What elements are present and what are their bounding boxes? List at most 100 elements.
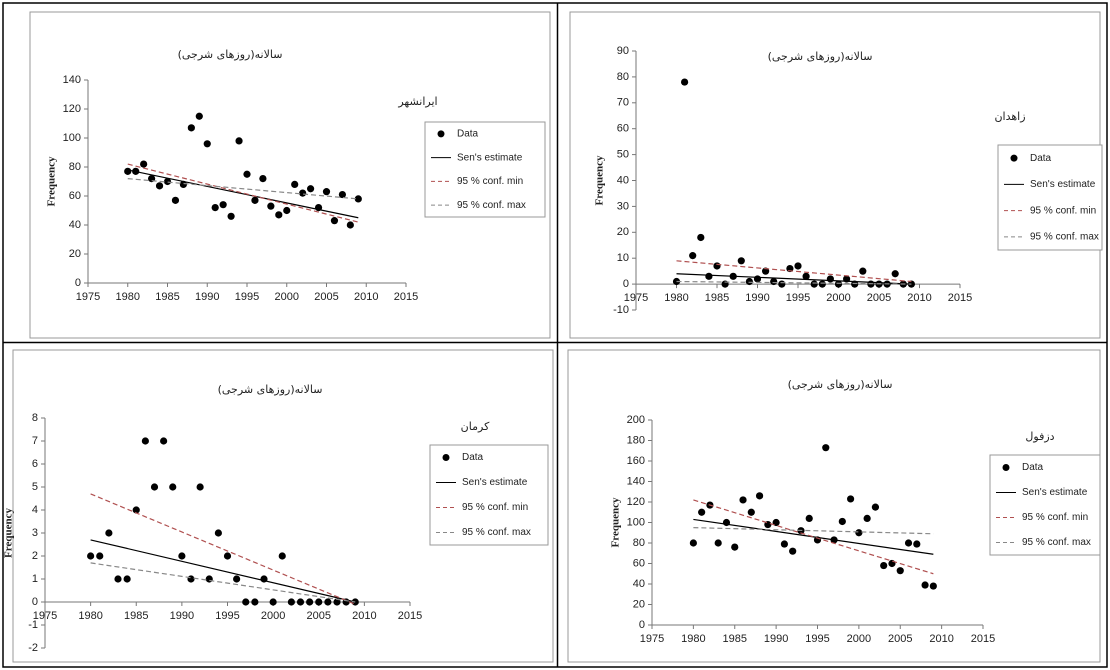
trend-line xyxy=(90,562,356,603)
data-point xyxy=(233,575,241,583)
data-point xyxy=(681,78,689,86)
x-tick-label: 2000 xyxy=(275,291,299,303)
legend-label: Data xyxy=(457,129,479,140)
data-point xyxy=(211,204,219,212)
y-tick-label: 90 xyxy=(617,45,629,57)
legend-label: 95 % conf. min xyxy=(1022,512,1088,523)
data-point xyxy=(789,547,797,555)
y-tick-label: 70 xyxy=(617,97,629,109)
data-point xyxy=(896,567,904,575)
y-tick-label: 8 xyxy=(32,412,38,424)
data-point xyxy=(689,539,697,547)
legend-label: 95 % conf. max xyxy=(462,527,531,538)
x-tick-label: 1990 xyxy=(195,291,219,303)
y-tick-label: 80 xyxy=(69,161,81,173)
trend-line xyxy=(676,273,912,285)
data-point xyxy=(315,598,323,606)
trend-line xyxy=(693,499,934,575)
data-point xyxy=(880,561,888,570)
data-point xyxy=(296,598,305,606)
x-tick-label: 1980 xyxy=(664,292,688,304)
y-tick-label: 6 xyxy=(32,458,38,470)
data-point xyxy=(227,212,235,220)
legend-marker xyxy=(1002,464,1010,471)
x-tick-label: 2015 xyxy=(948,292,972,304)
legend-label: Sen's estimate xyxy=(1030,179,1096,190)
data-point xyxy=(171,196,180,204)
data-point xyxy=(123,575,131,583)
x-tick-label: 1975 xyxy=(33,610,57,622)
data-point xyxy=(287,598,295,606)
data-point xyxy=(322,188,331,196)
station-name: زاهدان xyxy=(994,110,1025,123)
trend-line xyxy=(693,527,934,535)
data-point xyxy=(155,182,164,190)
y-tick-label: 1 xyxy=(32,573,38,585)
y-tick-label: 40 xyxy=(633,578,645,590)
x-tick-label: 1990 xyxy=(764,633,788,645)
data-point xyxy=(160,437,168,445)
chart-title: سالانه(روزهای شرجی) xyxy=(788,378,893,391)
data-point xyxy=(794,262,802,270)
data-point xyxy=(753,275,762,283)
y-tick-label: -1 xyxy=(28,619,38,631)
data-point xyxy=(179,180,187,188)
station-name: دزفول xyxy=(1025,430,1054,443)
data-point xyxy=(269,598,277,606)
y-tick-label: -2 xyxy=(28,642,38,654)
data-point xyxy=(838,517,846,526)
legend-marker xyxy=(437,130,445,138)
trend-line xyxy=(676,260,912,283)
y-tick-label: 80 xyxy=(617,71,629,83)
y-tick-label: 4 xyxy=(32,504,38,516)
legend-label: Data xyxy=(462,452,484,463)
data-point xyxy=(105,529,113,537)
data-point xyxy=(140,160,148,168)
data-point xyxy=(87,552,95,560)
data-point xyxy=(205,575,213,583)
x-tick-label: 2010 xyxy=(929,633,953,645)
legend-label: Sen's estimate xyxy=(462,477,528,488)
legend-marker xyxy=(442,454,450,461)
legend-label: 95 % conf. max xyxy=(457,200,526,211)
y-axis-label: Frequency xyxy=(594,155,606,205)
data-point xyxy=(810,280,818,288)
y-tick-label: 0 xyxy=(639,619,645,631)
data-point xyxy=(698,508,706,516)
data-point xyxy=(354,195,362,203)
legend-label: 95 % conf. min xyxy=(1030,205,1096,216)
data-point xyxy=(275,211,283,219)
data-point xyxy=(195,112,203,120)
legend-label: Sen's estimate xyxy=(1022,487,1088,498)
x-tick-label: 1990 xyxy=(745,292,769,304)
data-point xyxy=(306,598,314,606)
data-point xyxy=(818,280,826,288)
data-point xyxy=(291,180,299,188)
data-point xyxy=(187,575,195,583)
y-tick-label: 40 xyxy=(617,174,629,186)
data-point xyxy=(333,598,341,606)
legend-box xyxy=(429,444,549,546)
y-tick-label: 0 xyxy=(623,278,629,290)
legend-label: Sen's estimate xyxy=(457,152,523,163)
x-tick-label: 2015 xyxy=(394,291,418,303)
y-tick-label: 200 xyxy=(627,414,645,426)
y-tick-label: 20 xyxy=(617,226,629,238)
y-axis-label: Frequency xyxy=(610,497,622,547)
data-point xyxy=(913,540,921,548)
trend-line xyxy=(127,178,359,200)
y-tick-label: 140 xyxy=(63,74,81,86)
data-point xyxy=(278,552,286,560)
x-tick-label: 2000 xyxy=(261,610,285,622)
data-point xyxy=(214,529,222,537)
data-point xyxy=(847,495,855,503)
y-tick-label: 180 xyxy=(627,434,645,446)
chart: سالانه(روزهای شرجی) زاهدان Frequency -10 0 10… xyxy=(569,11,1103,339)
x-tick-label: 2005 xyxy=(314,291,338,303)
x-tick-label: 2010 xyxy=(352,610,376,622)
x-tick-label: 1980 xyxy=(681,633,705,645)
y-tick-label: 140 xyxy=(627,475,645,487)
x-tick-label: 2000 xyxy=(826,292,850,304)
y-tick-label: 120 xyxy=(63,103,81,115)
